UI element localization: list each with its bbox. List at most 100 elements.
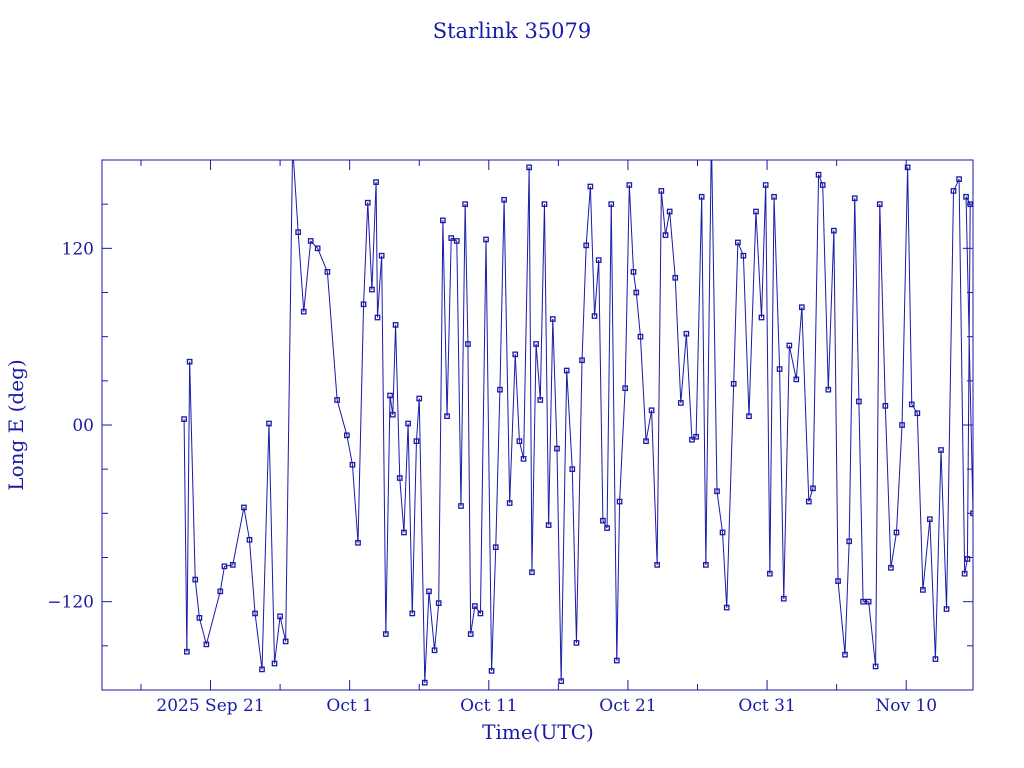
- data-point: [956, 176, 962, 182]
- data-point: [591, 313, 598, 319]
- series-segment: [848, 198, 856, 542]
- data-point: [241, 504, 247, 511]
- series-segment: [418, 398, 426, 683]
- series-segment: [705, 160, 712, 565]
- data-point: [360, 301, 367, 308]
- series-segment: [965, 196, 971, 205]
- data-point: [616, 498, 623, 505]
- series-segment: [812, 174, 820, 489]
- series-segment: [424, 591, 430, 683]
- series-segment: [411, 441, 417, 614]
- series-segment: [371, 182, 377, 290]
- data-point: [431, 647, 438, 654]
- series-segment: [186, 361, 191, 652]
- series-segment: [633, 271, 637, 293]
- x-axis-tick-labels: 2025 Sep 21 Oct 1 Oct 11 Oct 21 Oct 31 Nov 10: [156, 696, 937, 716]
- series-segment: [399, 477, 405, 533]
- data-point: [626, 182, 633, 188]
- series-segment: [528, 167, 533, 573]
- data-point: [295, 229, 302, 235]
- series-segment: [639, 336, 647, 442]
- series-segment: [656, 190, 662, 565]
- series-segment: [336, 399, 348, 436]
- series-segment: [695, 196, 703, 437]
- data-point: [740, 252, 747, 259]
- series-segment: [219, 566, 225, 592]
- data-point: [533, 341, 539, 347]
- data-point: [259, 666, 265, 673]
- series-segment: [788, 345, 797, 380]
- series-segment: [531, 344, 537, 573]
- series-segment: [464, 204, 469, 345]
- data-point: [472, 603, 478, 609]
- data-point: [613, 657, 620, 664]
- series-segment: [351, 464, 359, 543]
- series-segment: [467, 344, 472, 635]
- series-segment: [585, 186, 591, 246]
- series-segment: [310, 240, 319, 249]
- plot-area: [101, 143, 974, 691]
- data-point: [693, 433, 699, 440]
- data-point: [842, 651, 848, 658]
- data-point: [767, 570, 773, 577]
- series-segment: [765, 185, 771, 574]
- data-point: [746, 413, 752, 420]
- series-segment: [616, 501, 621, 661]
- series-segment: [381, 255, 387, 635]
- data-point: [825, 386, 832, 393]
- data-point: [426, 588, 432, 595]
- chart-title: Starlink 35079: [433, 19, 592, 43]
- series-segment: [606, 204, 612, 529]
- data-point: [512, 351, 519, 358]
- data-point: [416, 395, 423, 402]
- series-segment: [389, 395, 394, 415]
- series-segment: [274, 616, 281, 664]
- series-segment: [844, 541, 850, 655]
- data-point: [604, 525, 610, 531]
- series-segment: [363, 202, 369, 305]
- series-segment: [669, 211, 676, 278]
- series-segment: [560, 370, 568, 682]
- series-segment: [701, 196, 707, 565]
- data-point: [583, 242, 590, 249]
- series-segment: [385, 395, 391, 635]
- series-segment: [598, 260, 604, 521]
- data-point: [300, 308, 307, 315]
- data-point: [290, 143, 294, 147]
- series-segment: [392, 324, 397, 415]
- series-segment: [479, 239, 487, 614]
- data-point: [643, 438, 649, 445]
- data-point: [622, 385, 629, 392]
- data-point: [920, 587, 926, 593]
- series-segment: [183, 419, 188, 652]
- data-point: [771, 193, 777, 200]
- series-segment: [742, 255, 750, 417]
- series-segment: [261, 423, 270, 670]
- data-point: [465, 341, 471, 347]
- series-segment: [367, 202, 373, 290]
- series-segment: [716, 491, 724, 533]
- data-point: [324, 269, 331, 275]
- data-point: [666, 208, 673, 215]
- series-segment: [837, 581, 846, 655]
- data-point: [506, 500, 513, 506]
- series-segment: [779, 369, 785, 599]
- data-point: [181, 416, 187, 422]
- series-segment: [854, 198, 860, 402]
- x-tick-label: 2025 Sep 21: [156, 696, 264, 716]
- series-segment: [884, 405, 892, 568]
- series-segment: [470, 606, 476, 635]
- series-segment: [733, 242, 739, 384]
- data-point: [516, 438, 523, 445]
- data-point: [203, 641, 210, 648]
- data-point: [545, 522, 552, 528]
- series-segment: [965, 196, 973, 514]
- data-point: [573, 640, 580, 646]
- x-tick-label: Oct 1: [326, 696, 373, 716]
- series-segment: [858, 401, 864, 602]
- series-segment: [571, 469, 577, 643]
- series-segment: [624, 185, 630, 389]
- data-point: [349, 461, 356, 468]
- data-point: [608, 201, 615, 208]
